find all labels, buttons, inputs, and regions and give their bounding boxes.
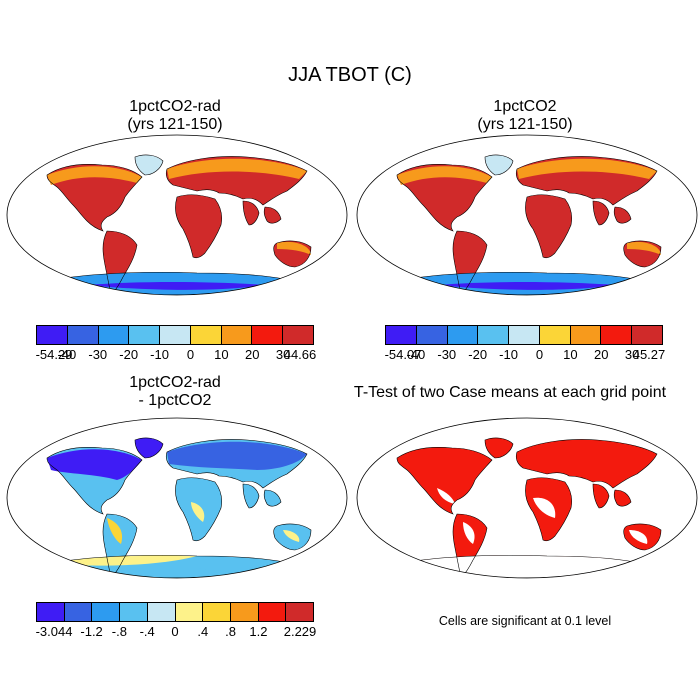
colorbar-segment [37,326,68,344]
panel3-map [6,417,348,579]
colorbar-tick-label: 30 [275,347,291,362]
colorbar-tick-label: 30 [624,347,640,362]
panel2-colorbar-labels: -54.07 -40 -30 -20 -10 0 10 20 30 45.27 [384,347,666,363]
colorbar-tick-label: -10 [499,347,518,362]
colorbar-tick-label: 10 [563,347,578,362]
colorbar-segment [386,326,417,344]
colorbar-tick-label: 20 [593,347,609,362]
colorbar-segment [478,326,510,344]
panel1-colorbar [36,325,314,345]
panel3-title: 1pctCO2-rad - 1pctCO2 [75,374,275,410]
colorbar-segment [283,326,314,344]
panel4-title: T-Test of two Case means at each grid po… [340,384,680,402]
colorbar-segment [230,603,259,621]
colorbar-segment [120,603,148,621]
panel3-title-line1: 1pctCO2-rad [129,374,221,391]
colorbar-tick-label: 45.27 [632,347,666,362]
colorbar-tick-label: -40 [57,347,77,362]
colorbar-tick-label: -.4 [139,624,155,639]
panel3-title-line2: - 1pctCO2 [138,392,212,409]
colorbar-segment [539,326,571,344]
colorbar-segment [67,326,99,344]
colorbar-tick-label: -20 [468,347,488,362]
colorbar-tick-label: 10 [214,347,229,362]
colorbar-segment [190,326,222,344]
colorbar-tick-label: 0 [186,347,195,362]
colorbar-tick-label: 1.2 [249,624,268,639]
colorbar-tick-label: .4 [197,624,209,639]
colorbar-tick-label: -.8 [111,624,127,639]
colorbar-segment [632,326,663,344]
colorbar-tick-label: -3.044 [35,624,73,639]
panel4-title-line1: T-Test of two Case means at each grid po… [353,384,667,401]
colorbar-segment [175,603,204,621]
colorbar-tick-label: 44.66 [283,347,317,362]
panel1-title-line2: (yrs 121-150) [127,116,223,133]
colorbar-segment [64,603,93,621]
colorbar-tick-label: -20 [119,347,139,362]
colorbar-tick-label: .8 [225,624,237,639]
significance-note: Cells are significant at 0.1 level [438,614,612,628]
colorbar-segment [258,603,287,621]
panel1-colorbar-labels: -54.29 -40 -30 -20 -10 0 10 20 30 44.66 [35,347,317,363]
panel3-colorbar [36,602,314,622]
colorbar-segment [98,326,130,344]
colorbar-tick-label: -10 [150,347,169,362]
colorbar-tick-label: 20 [244,347,260,362]
panel2-title-line2: (yrs 121-150) [477,116,573,133]
panel2-title: 1pctCO2 (yrs 121-150) [425,98,625,134]
colorbar-segment [570,326,602,344]
colorbar-tick-label: 0 [171,624,179,639]
colorbar-segment [447,326,479,344]
panel2-colorbar [385,325,663,345]
panel3-colorbar-labels: -3.044 -1.2 -.8 -.4 0 .4 .8 1.2 2.229 [35,624,317,640]
colorbar-segment [252,326,284,344]
colorbar-tick-label: -1.2 [80,624,103,639]
colorbar-tick-label: -30 [437,347,457,362]
colorbar-segment [37,603,65,621]
colorbar-tick-label: -54.07 [384,347,422,362]
colorbar-tick-label: 0 [535,347,544,362]
colorbar-segment [160,326,191,344]
panel1-title: 1pctCO2-rad (yrs 121-150) [75,98,275,134]
colorbar-segment [129,326,161,344]
colorbar-tick-label: -40 [406,347,426,362]
colorbar-tick-label: -30 [88,347,108,362]
colorbar-segment [92,603,121,621]
panel2-map [356,134,698,296]
panel1-title-line1: 1pctCO2-rad [129,98,221,115]
colorbar-segment [286,603,314,621]
colorbar-segment [509,326,540,344]
colorbar-segment [203,603,231,621]
colorbar-segment [601,326,633,344]
colorbar-tick-label: 2.229 [283,624,317,639]
main-title: JJA TBOT (C) [288,64,412,86]
colorbar-segment [221,326,253,344]
panel1-map [6,134,348,296]
colorbar-segment [147,603,176,621]
colorbar-segment [416,326,448,344]
panel2-title-line1: 1pctCO2 [493,98,557,115]
colorbar-tick-label: -54.29 [35,347,73,362]
panel4-map [356,417,698,579]
